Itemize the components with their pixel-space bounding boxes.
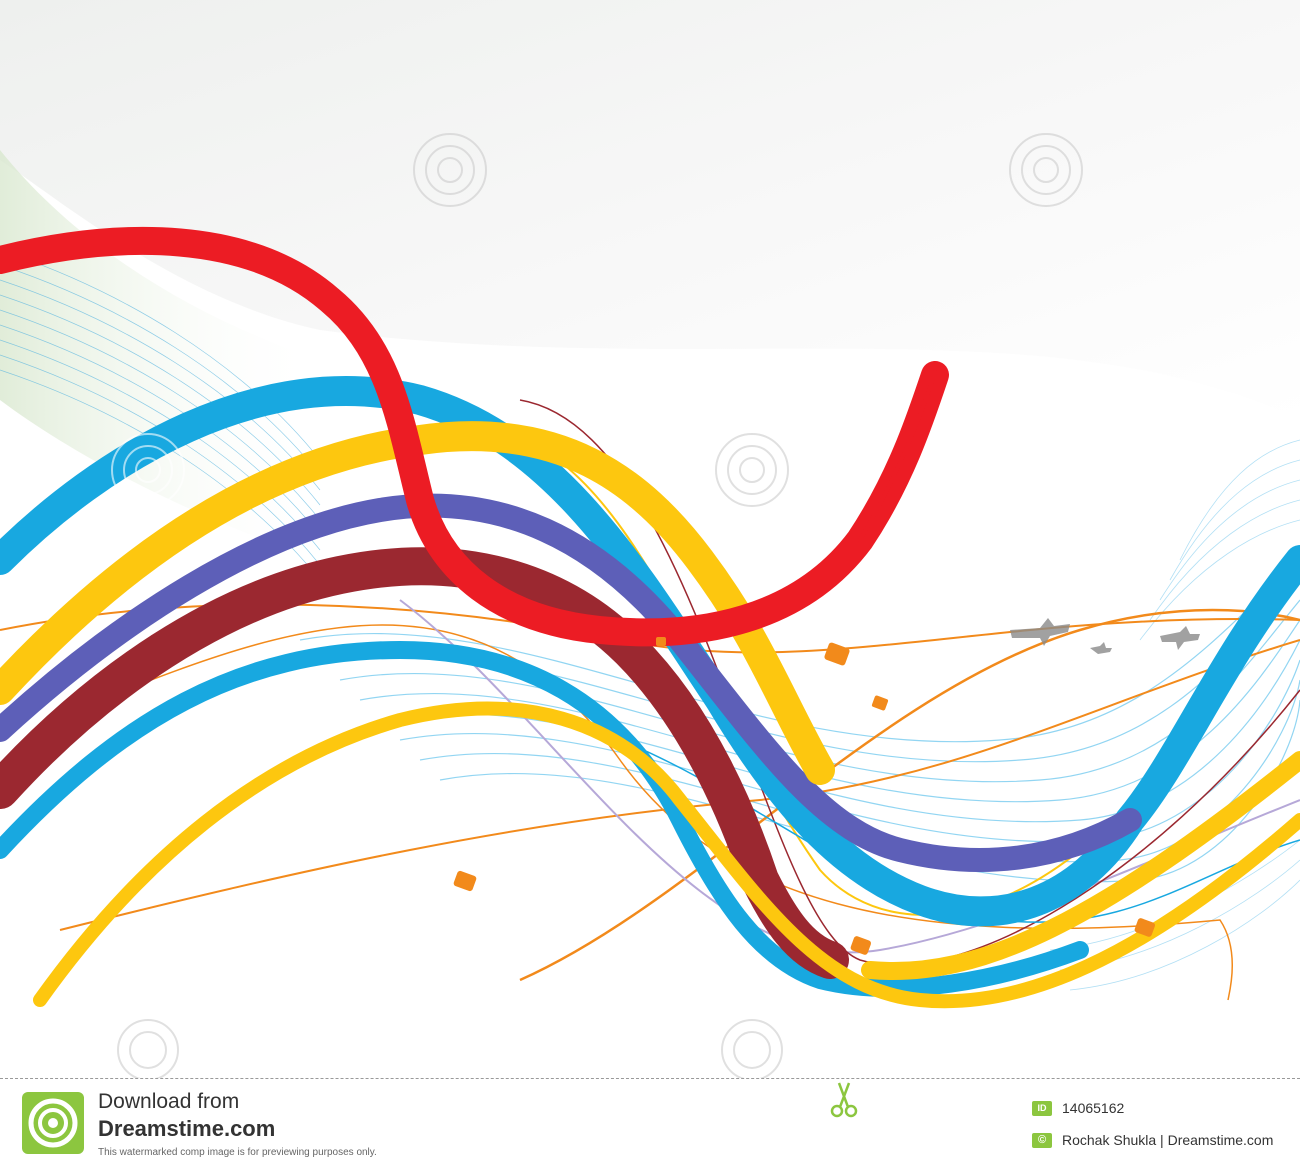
gray-swoosh-background xyxy=(0,0,1300,420)
orange-tags xyxy=(453,637,1156,955)
yellow-ribbon-wide xyxy=(0,421,835,785)
spiral-watermarks xyxy=(111,133,1083,1078)
violet-ribbon xyxy=(0,493,1142,872)
footer-bar: Download from Dreamstime.com This waterm… xyxy=(0,1078,1300,1170)
abstract-wave-artwork xyxy=(0,0,1300,1078)
dreamstime-spiral-logo-icon[interactable] xyxy=(22,1092,84,1154)
yellow-ribbon-right xyxy=(861,751,1300,981)
preview-note: This watermarked comp image is for previ… xyxy=(98,1147,377,1158)
airplane-silhouettes xyxy=(1010,618,1200,654)
yellow-ribbon-lower xyxy=(33,701,1300,1009)
download-from-text: Download from xyxy=(98,1090,240,1113)
id-badge-icon: ID xyxy=(1032,1101,1052,1116)
author-credit[interactable]: Rochak Shukla | Dreamstime.com xyxy=(1062,1132,1274,1148)
ribbons xyxy=(0,227,1300,1009)
image-id-number: 14065162 xyxy=(1062,1100,1125,1116)
scissors-icon xyxy=(830,1082,858,1118)
sky-blue-ribbon-outer xyxy=(0,376,1300,927)
maroon-ribbon xyxy=(0,547,849,979)
copyright-icon: © xyxy=(1032,1133,1052,1148)
red-ribbon-tail xyxy=(858,370,937,542)
dreamstime-link[interactable]: Dreamstime.com xyxy=(98,1116,276,1141)
